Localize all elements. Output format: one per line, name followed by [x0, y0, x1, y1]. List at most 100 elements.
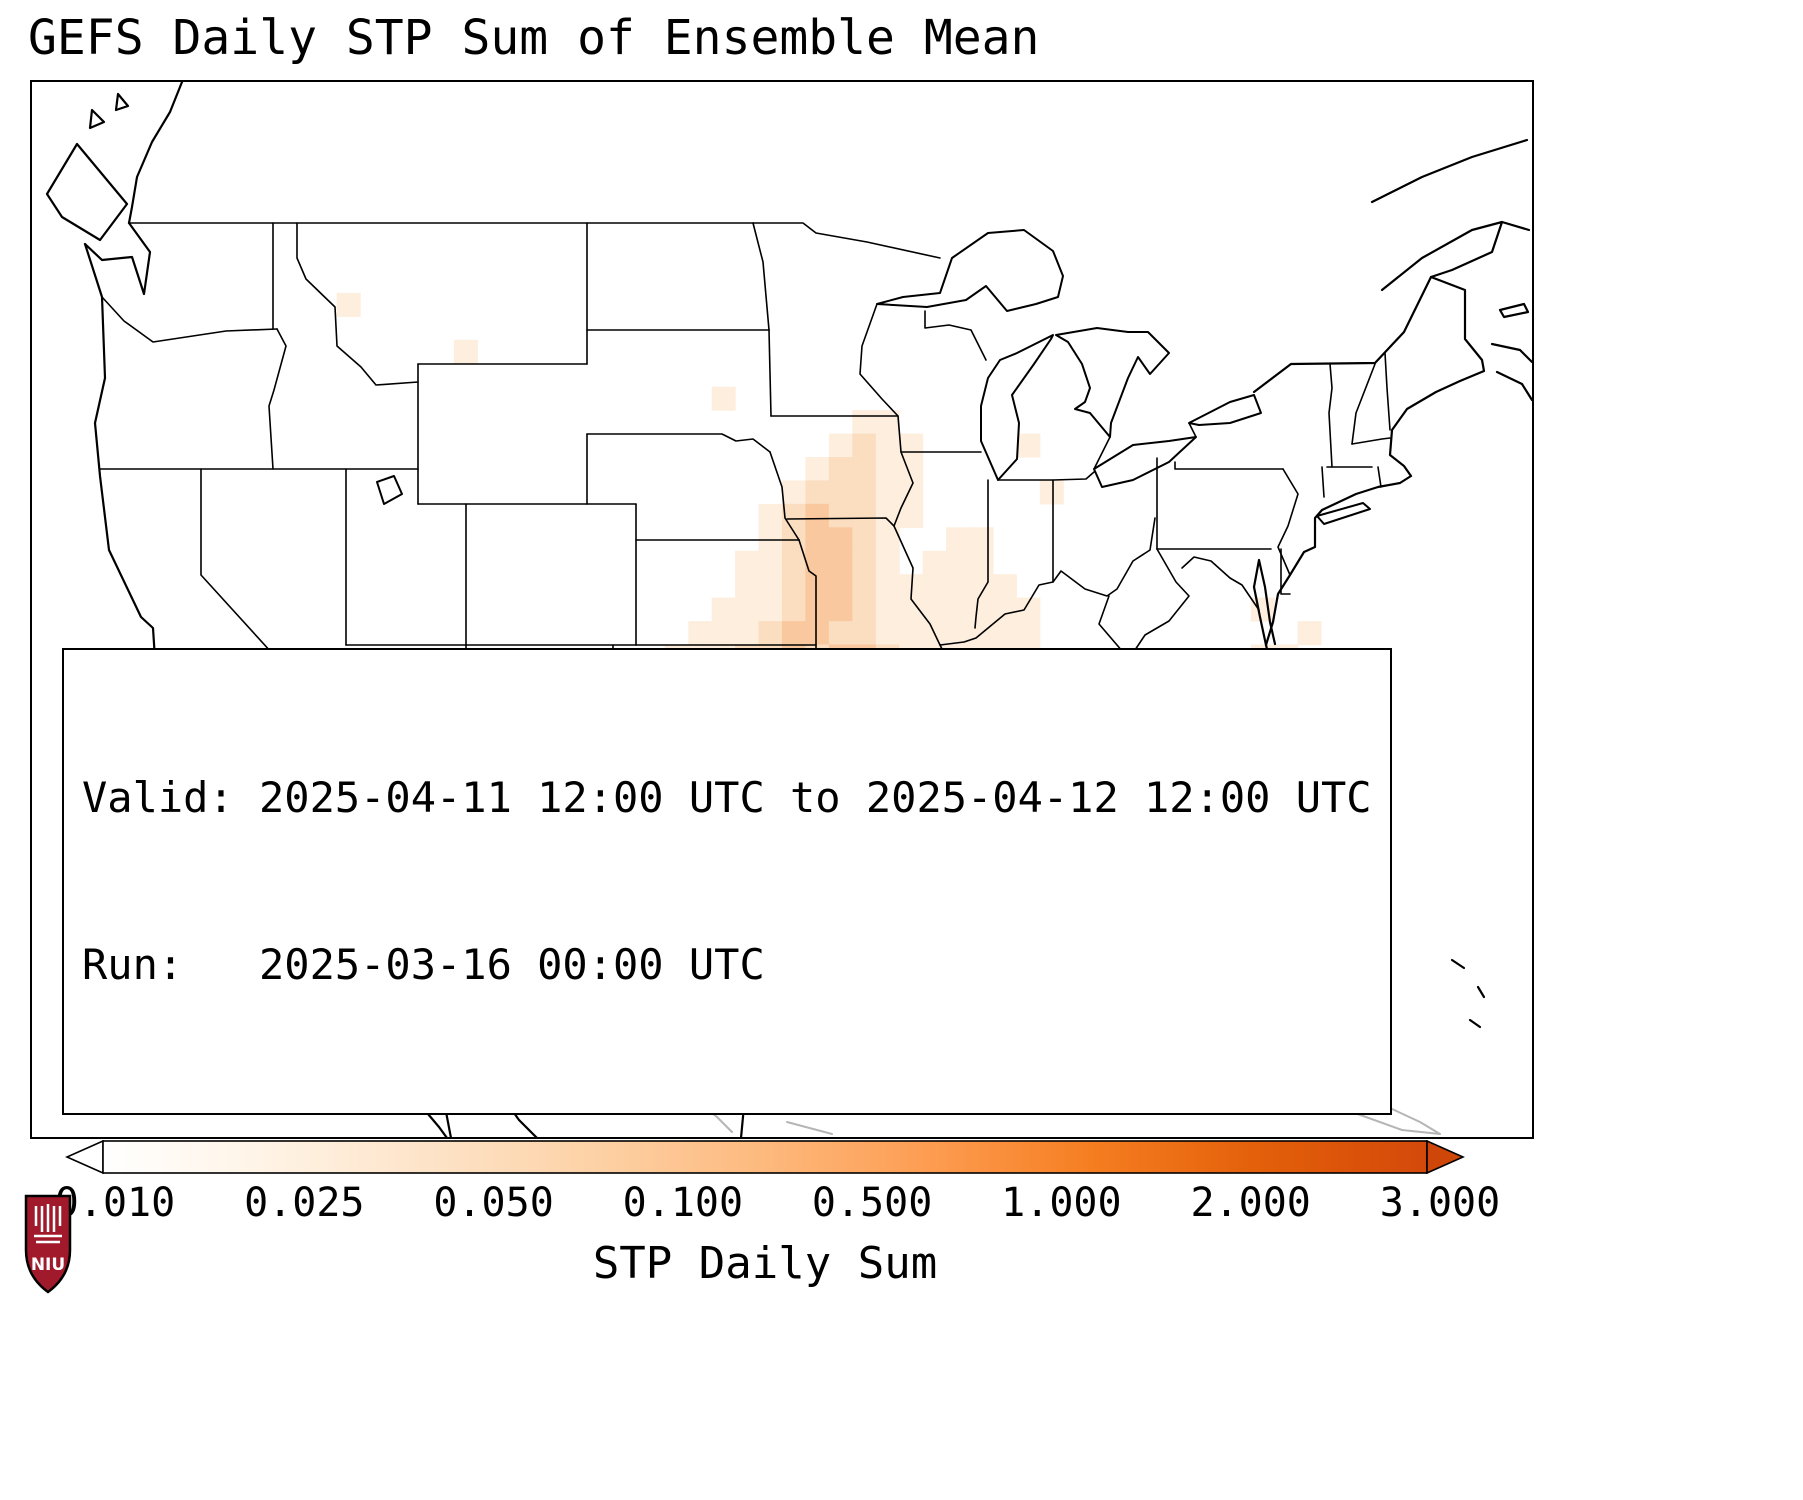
colorbar-tick-label: 0.500 — [811, 1180, 933, 1226]
colorbar-tick-label: 0.010 — [54, 1180, 176, 1226]
heat-cell — [805, 480, 830, 505]
heat-cell — [1016, 433, 1041, 458]
heat-cell — [453, 339, 478, 364]
colorbar-tick-label: 0.100 — [622, 1180, 744, 1226]
heat-cell — [946, 527, 971, 552]
time-info-box: Valid: 2025-04-11 12:00 UTC to 2025-04-1… — [62, 647, 1392, 1115]
heat-cell — [336, 292, 361, 317]
colorbar-over-arrow-icon — [1426, 1139, 1465, 1175]
heat-cell — [782, 574, 806, 599]
heat-cell — [852, 410, 877, 435]
heat-cell — [992, 574, 1017, 599]
heat-cell — [969, 527, 994, 552]
colorbar-svg — [65, 1139, 1465, 1175]
heat-cell — [758, 503, 783, 528]
great-lakes — [376, 229, 1371, 1007]
heat-cell — [946, 597, 971, 622]
heat-cell — [1250, 597, 1275, 622]
heat-cell — [828, 457, 853, 481]
heat-cell — [969, 550, 994, 575]
heat-cell — [782, 480, 806, 505]
heat-cell — [758, 621, 783, 646]
colorbar-under-arrow-icon — [65, 1139, 104, 1175]
heat-cell — [805, 597, 830, 622]
heat-cell — [852, 457, 877, 481]
heat-cell — [852, 597, 877, 622]
heat-cell — [922, 550, 947, 575]
heat-cell — [852, 503, 877, 528]
heat-cell — [828, 433, 853, 458]
heat-cell — [782, 597, 806, 622]
heat-cell — [852, 527, 877, 552]
colorbar-ticks: 0.010 0.025 0.050 0.100 0.500 1.000 2.000 3.000 — [55, 1180, 1500, 1230]
valid-time-text: Valid: 2025-04-11 12:00 UTC to 2025-04-1… — [82, 773, 1372, 823]
colorbar-tick-label: 2.000 — [1190, 1180, 1311, 1226]
heat-cell — [828, 550, 853, 575]
heat-cell — [875, 574, 900, 599]
heat-cell — [828, 527, 853, 552]
heat-cell — [805, 621, 830, 646]
heat-cell — [735, 574, 760, 599]
heat-cell — [852, 621, 877, 646]
heat-cell — [828, 480, 853, 505]
castle-icon — [34, 1204, 62, 1244]
heat-cell — [758, 574, 783, 599]
heat-cell — [805, 574, 830, 599]
niu-logo: NIU — [24, 1194, 72, 1294]
heat-cell — [875, 550, 900, 575]
heat-cell — [1039, 480, 1064, 505]
heat-cell — [946, 574, 971, 599]
heat-cell — [828, 503, 853, 528]
heat-cell — [805, 457, 830, 481]
heat-cell — [735, 621, 760, 646]
map-canvas: Valid: 2025-04-11 12:00 UTC to 2025-04-1… — [30, 80, 1534, 1139]
heat-cell — [875, 457, 900, 481]
heat-cell — [758, 550, 783, 575]
colorbar-tick-label: 3.000 — [1379, 1180, 1501, 1226]
heat-cell — [711, 621, 736, 646]
heat-cell — [735, 550, 760, 575]
niu-logo-text: NIU — [31, 1255, 65, 1275]
heat-cell — [946, 550, 971, 575]
heat-cell — [852, 550, 877, 575]
heat-cell — [805, 527, 830, 552]
heat-cell — [899, 480, 924, 505]
heat-cell — [688, 621, 713, 646]
heat-cell — [992, 597, 1017, 622]
heat-cell — [782, 503, 806, 528]
heat-cell — [852, 574, 877, 599]
heat-cell — [922, 597, 947, 622]
heat-cell — [852, 480, 877, 505]
colorbar-tick-label: 0.050 — [433, 1180, 554, 1226]
heat-cell — [735, 597, 760, 622]
heat-cell — [875, 621, 900, 646]
heat-cell — [805, 503, 830, 528]
heat-cell — [875, 503, 900, 528]
heat-cell — [828, 597, 853, 622]
run-time-text: Run: 2025-03-16 00:00 UTC — [82, 939, 765, 989]
colorbar-label: STP Daily Sum — [592, 1238, 938, 1289]
heat-cell — [922, 574, 947, 599]
heat-cell — [828, 621, 853, 646]
heat-cell — [992, 621, 1017, 646]
heat-cell — [875, 480, 900, 505]
heat-cell — [1016, 621, 1041, 646]
colorbar-tick-label: 1.000 — [1001, 1180, 1122, 1226]
heat-cell — [711, 597, 736, 622]
heat-cell — [852, 433, 877, 458]
heat-cell — [782, 550, 806, 575]
heat-cell — [782, 621, 806, 646]
colorbar-tick-label: 0.025 — [244, 1180, 365, 1226]
heat-cell — [899, 433, 924, 458]
colorbar-gradient-bar — [102, 1140, 1428, 1174]
heat-cell — [969, 597, 994, 622]
colorbar — [65, 1139, 1465, 1175]
heat-cell — [875, 597, 900, 622]
heat-cell — [758, 597, 783, 622]
page-title: GEFS Daily STP Sum of Ensemble Mean — [28, 10, 1040, 66]
heat-cell — [828, 574, 853, 599]
heat-cell — [899, 503, 924, 528]
heat-cell — [875, 433, 900, 458]
heat-cell — [1297, 621, 1322, 646]
heat-cell — [899, 621, 924, 646]
